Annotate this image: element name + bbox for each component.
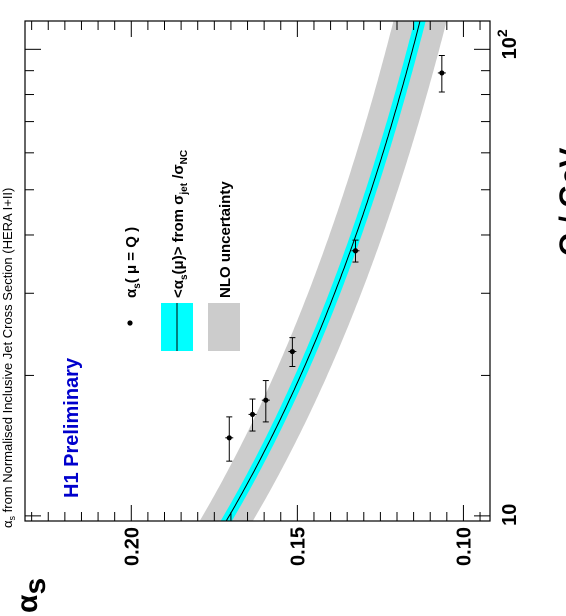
y-tick-label: 0.10 (453, 527, 475, 566)
x-axis-ticks: 10 102 (25, 29, 521, 526)
plot-frame (24, 20, 491, 522)
rotated-plot: 10 102 0.10 0.15 0.20 αs( μ = Q ) <αs(μ)> fr… (0, 20, 566, 613)
legend-entry: αs( μ = Q ) (123, 227, 143, 326)
y-axis-ticks: 0.10 0.15 0.20 (31, 21, 481, 566)
data-point (225, 416, 234, 462)
point-marker (439, 70, 445, 76)
legend-label: <αs(μ)> from σjet /σNC (170, 150, 190, 298)
x-axis-label: Q / GeV (554, 148, 566, 256)
data-points (225, 54, 446, 462)
point-marker (263, 397, 269, 403)
point-marker (352, 248, 359, 254)
chart-title: αs from Normalised Inclusive Jet Cross S… (0, 188, 17, 528)
data-point (351, 239, 360, 263)
fit-curve (225, 21, 421, 521)
legend: αs( μ = Q ) <αs(μ)> from σjet /σNC NLO unc… (123, 150, 240, 351)
y-tick-label: 0.20 (121, 527, 143, 566)
experimental-uncertainty-band (220, 21, 426, 521)
legend-label: NLO uncertainty (217, 181, 234, 298)
plot-frame-rect (24, 20, 491, 522)
x-tick-label: 102 (494, 29, 521, 59)
y-axis-label: αs (11, 578, 52, 613)
legend-entry: <αs(μ)> from σjet /σNC (161, 150, 193, 351)
y-tick-label: 0.15 (287, 527, 309, 566)
preliminary-label: H1 Preliminary (61, 357, 83, 498)
point-marker (289, 348, 295, 355)
data-point (437, 54, 446, 93)
data-point (261, 380, 270, 423)
y-axis-label-main: α (11, 594, 44, 613)
central-fit-line (225, 21, 421, 521)
x-tick-label: 10 (499, 504, 521, 526)
data-point (288, 337, 297, 368)
point-marker (249, 411, 256, 418)
legend-point-marker (127, 320, 133, 326)
point-marker (226, 435, 232, 441)
legend-label: αs( μ = Q ) (123, 227, 143, 298)
data-point (248, 398, 257, 432)
y-axis-label-sub: s (19, 578, 52, 595)
legend-entry: NLO uncertainty (208, 181, 240, 351)
legend-nlo-band (208, 303, 240, 351)
